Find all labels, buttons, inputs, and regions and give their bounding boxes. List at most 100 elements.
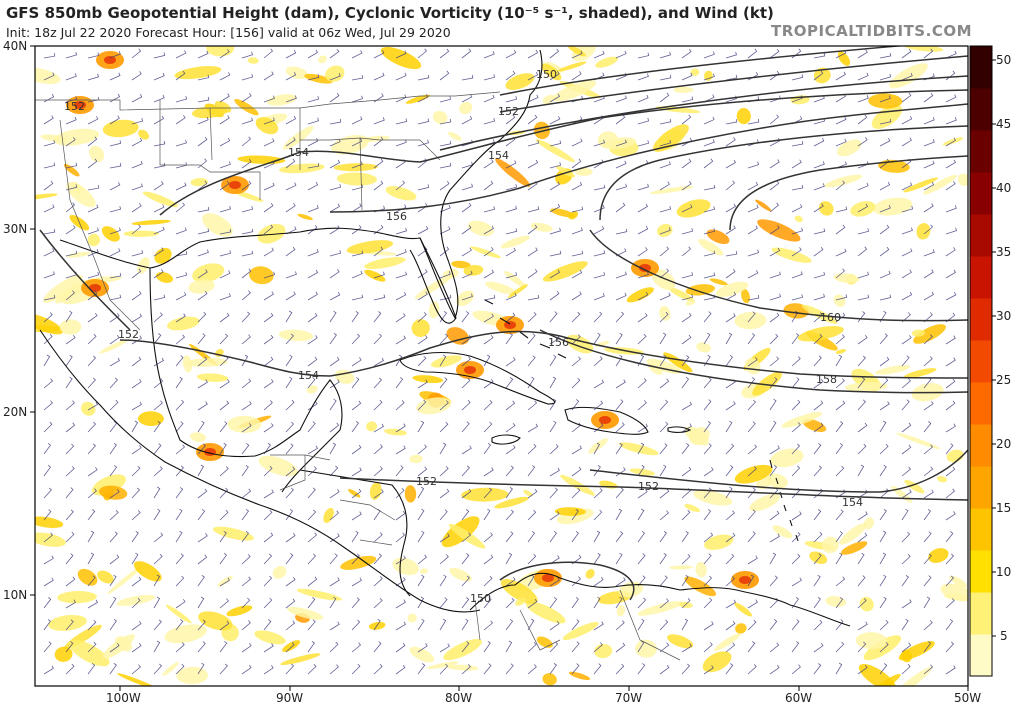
wind-barb	[725, 620, 736, 631]
vorticity-blob	[684, 426, 709, 446]
wind-barb	[131, 137, 143, 147]
wind-barb	[109, 294, 122, 301]
wind-barb	[593, 271, 606, 279]
wind-barb	[461, 224, 472, 235]
wind-barb	[527, 618, 535, 631]
vorticity-blob	[833, 294, 846, 307]
wind-barb	[549, 620, 560, 631]
vorticity-blob	[734, 464, 773, 484]
wind-barb	[747, 399, 757, 411]
vorticity-blob	[844, 382, 888, 392]
wind-barb	[285, 310, 293, 323]
wind-barb	[571, 71, 582, 81]
wind-barb	[109, 618, 117, 631]
wind-barb	[307, 74, 320, 81]
vorticity-blob	[673, 86, 694, 93]
brand-watermark[interactable]: TROPICALTIDBITS.COM	[771, 22, 972, 40]
wind-barb	[109, 489, 120, 499]
wind-barb	[505, 247, 516, 257]
wind-barb	[681, 246, 692, 257]
wind-barb	[901, 182, 913, 191]
wind-barb	[637, 333, 647, 345]
wind-barb	[703, 399, 712, 411]
wind-barb	[197, 619, 206, 631]
wind-barb	[923, 466, 934, 477]
wind-barb	[549, 250, 562, 257]
wind-barb	[329, 489, 340, 499]
wind-barb	[131, 268, 142, 279]
colorbar	[969, 45, 996, 677]
wind-barb	[87, 599, 99, 609]
wind-barb	[681, 272, 694, 279]
wind-barb	[615, 160, 627, 169]
map-subtitle: Init: 18z Jul 22 2020 Forecast Hour: [15…	[6, 25, 451, 40]
wind-barb	[835, 400, 846, 411]
vorticity-blob	[889, 63, 928, 89]
wind-barb	[813, 443, 822, 455]
vorticity-blob	[190, 177, 208, 187]
wind-barb	[87, 488, 97, 499]
wind-barb	[901, 248, 913, 257]
wind-barb	[483, 354, 491, 367]
vorticity-blob	[449, 567, 472, 582]
wind-barb	[87, 158, 98, 169]
wind-barb	[637, 52, 650, 59]
vorticity-shading	[35, 46, 968, 686]
wind-barb	[505, 357, 516, 367]
wind-barb	[131, 335, 142, 345]
wind-barb	[593, 184, 606, 191]
wind-barb	[175, 334, 186, 345]
wind-barb	[417, 118, 430, 125]
vorticity-blob	[43, 275, 83, 303]
wind-barb	[637, 292, 649, 301]
vorticity-blob	[739, 576, 751, 584]
wind-barb	[835, 116, 847, 125]
wind-barb	[87, 312, 98, 323]
vorticity-blob	[364, 257, 406, 269]
wind-barb	[945, 227, 957, 235]
vorticity-blob	[366, 421, 378, 432]
wind-barb	[285, 333, 294, 345]
wind-barb	[923, 48, 934, 59]
vorticity-blob	[385, 186, 417, 201]
wind-barb	[417, 226, 429, 235]
wind-barb	[241, 250, 254, 257]
wind-barb	[879, 270, 891, 279]
wind-barb	[527, 530, 536, 543]
wind-barb	[395, 423, 406, 433]
wind-barb	[461, 664, 471, 675]
wind-barb	[175, 508, 183, 521]
wind-barb	[153, 52, 166, 59]
wind-barb	[329, 184, 342, 191]
wind-barb	[901, 618, 909, 631]
wind-barb	[659, 642, 670, 653]
wind-barb	[65, 487, 74, 499]
wind-barb	[681, 423, 692, 433]
wind-barb	[219, 379, 230, 389]
wind-barb	[65, 422, 76, 433]
wind-barb	[527, 333, 536, 345]
wind-barb	[109, 642, 120, 653]
vorticity-blob	[123, 230, 159, 237]
wind-barb	[263, 489, 274, 499]
wind-barb	[263, 400, 273, 411]
vorticity-blob	[836, 139, 862, 157]
wind-barb	[329, 269, 340, 279]
wind-barb	[483, 117, 496, 125]
wind-barb	[439, 663, 449, 675]
wind-barb	[923, 664, 934, 675]
wind-barb	[131, 71, 142, 81]
wind-barb	[857, 598, 867, 609]
wind-barb	[483, 94, 495, 103]
vorticity-blob	[87, 233, 101, 247]
vorticity-blob	[333, 163, 378, 172]
wind-barb	[681, 312, 692, 323]
wind-barb	[175, 663, 185, 675]
wind-barb	[923, 620, 933, 631]
wind-barb	[813, 70, 824, 81]
vorticity-blob	[407, 613, 417, 623]
vorticity-blob	[663, 352, 693, 373]
wind-barb	[857, 271, 870, 279]
wind-barb	[747, 487, 756, 499]
lon-label: 50W	[954, 691, 981, 705]
